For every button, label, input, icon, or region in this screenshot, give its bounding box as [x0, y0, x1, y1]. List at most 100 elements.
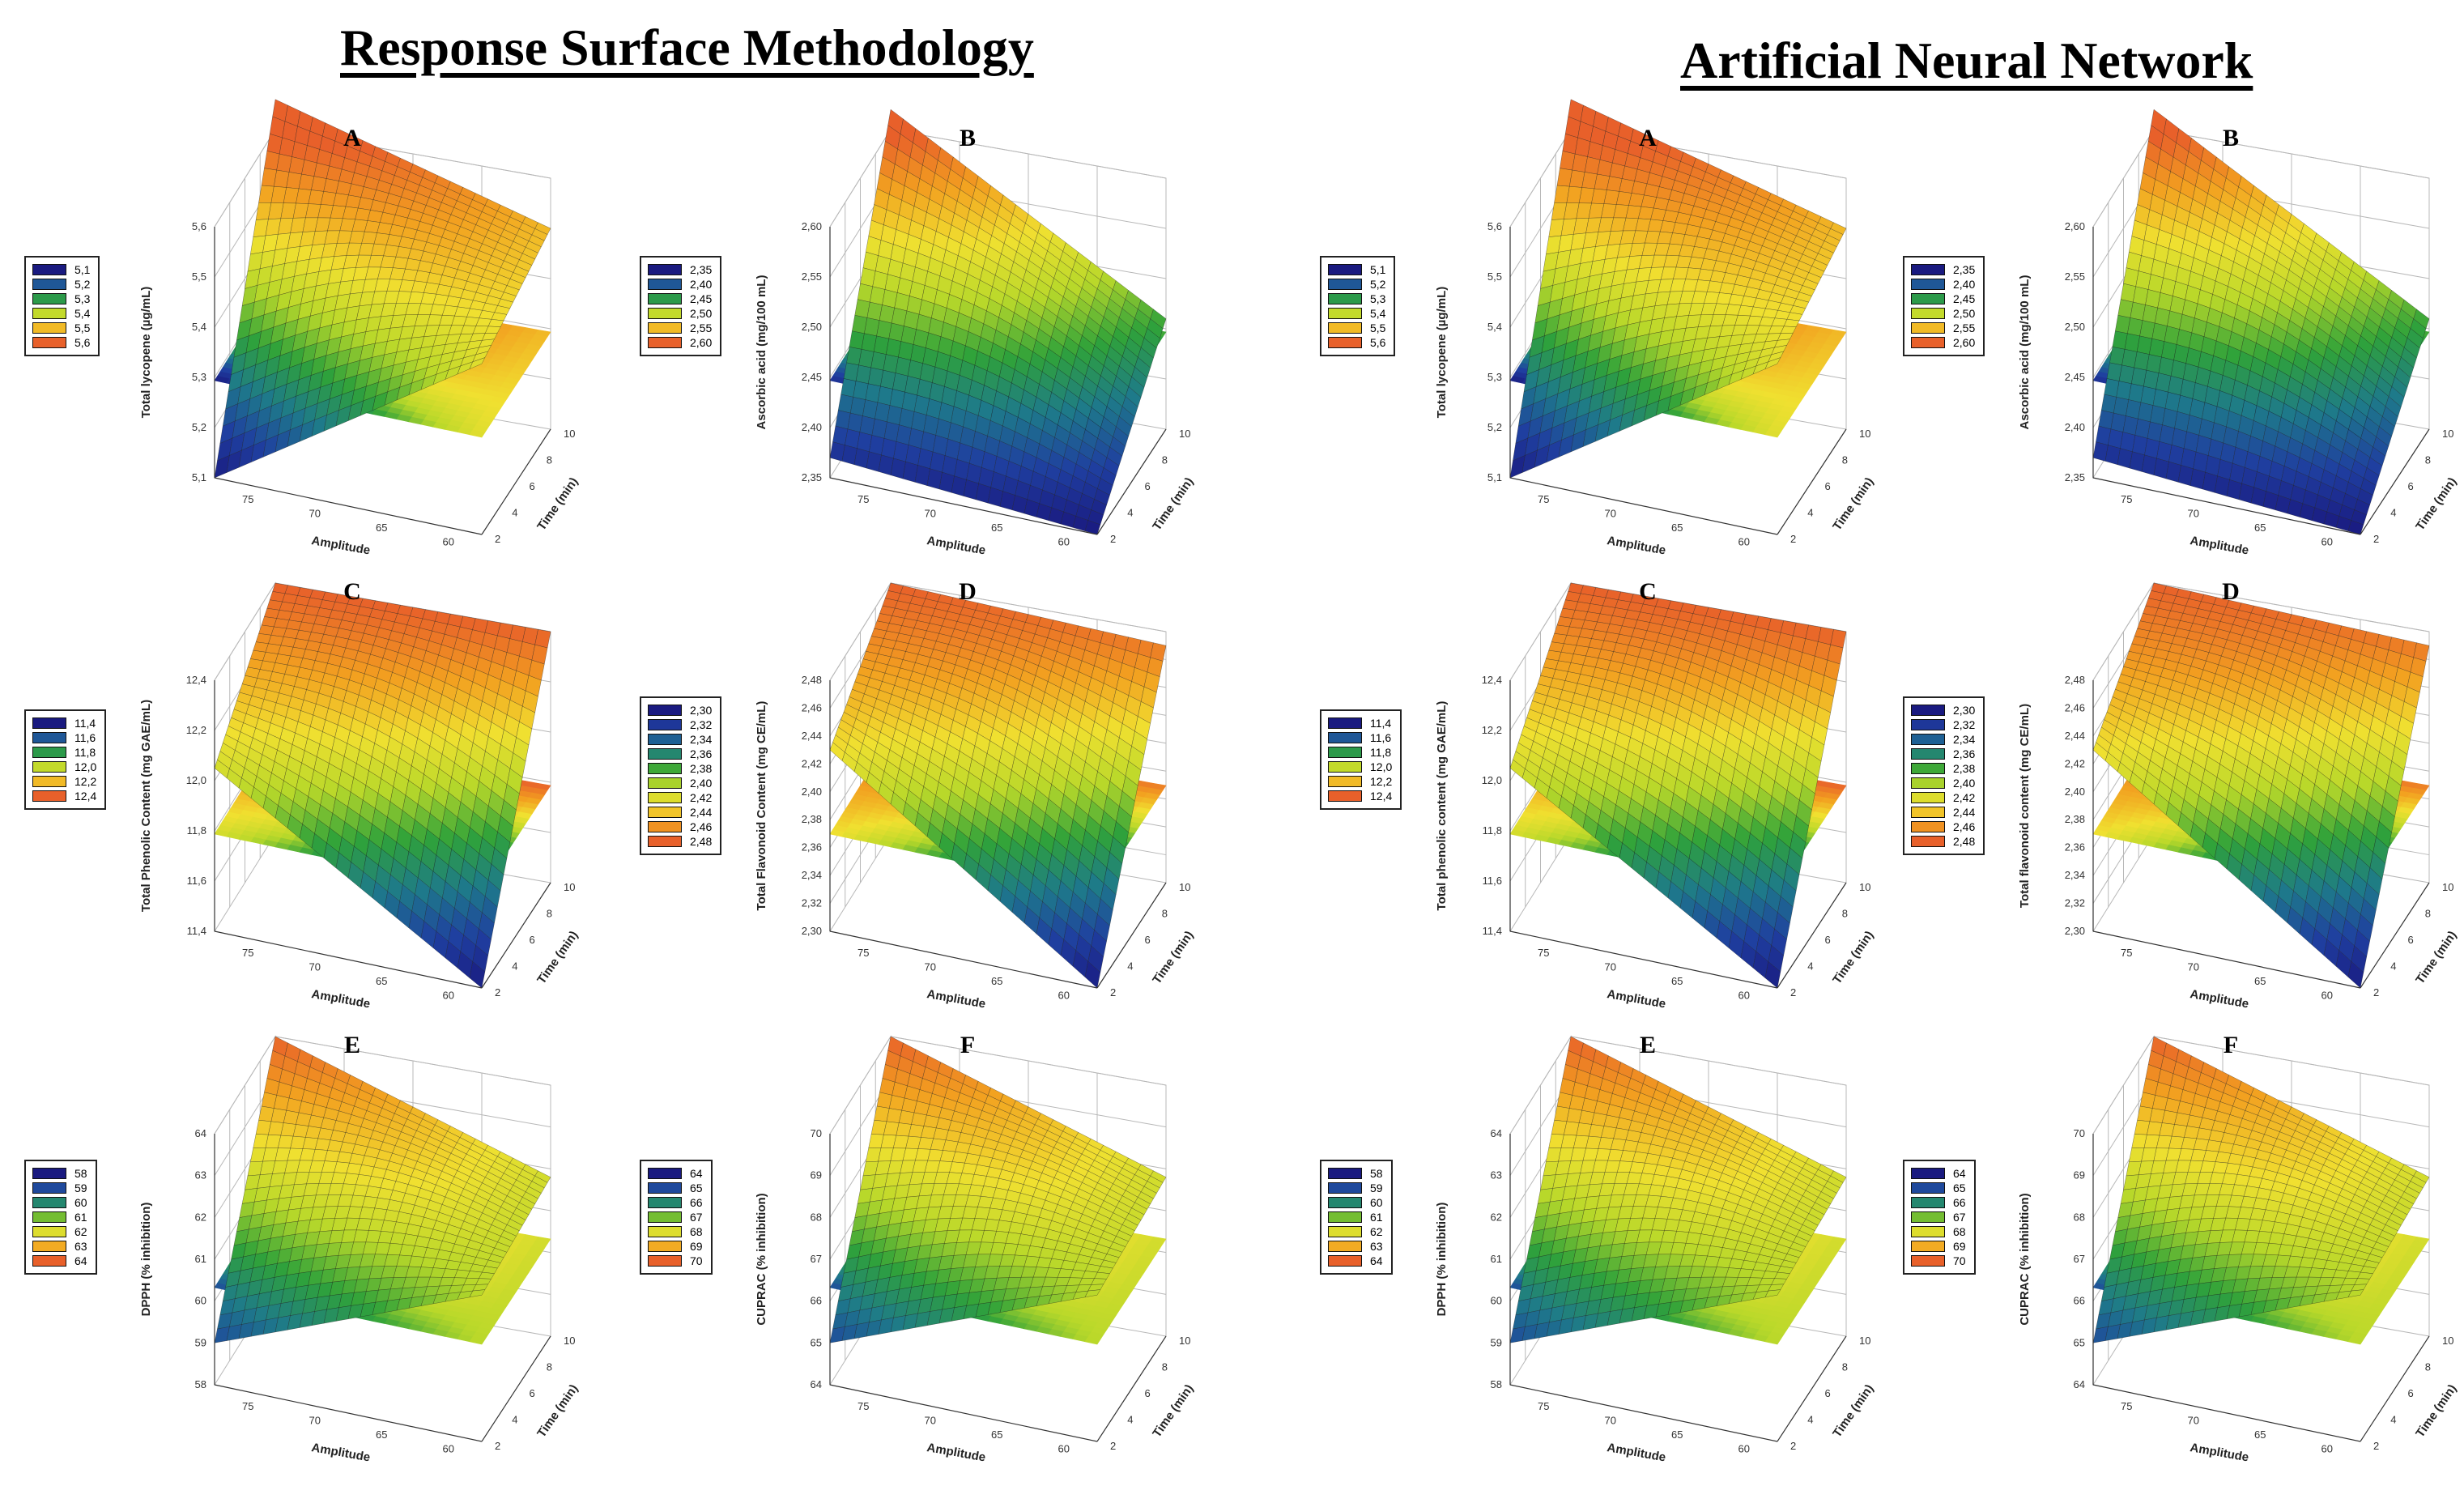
response-surface [829, 1036, 1167, 1343]
legend-label: 5,6 [74, 336, 91, 349]
color-legend: 2,35 2,40 2,45 2,50 2,55 2,60 [1903, 256, 1985, 356]
legend-label: 2,55 [1953, 321, 1976, 334]
x-tick-labels: 75 70 65 60 [858, 947, 1070, 1002]
y-axis-label: Time (min) [2413, 1382, 2459, 1441]
surface-panel-rsm-d: D 2,30 2,32 2,34 2,36 2,38 2,40 2,42 2,44 2,46 2,4… [640, 567, 1215, 1037]
legend-label: 2,42 [690, 791, 713, 804]
panel-letter: D [2222, 578, 2240, 605]
x-tick-label: 65 [2254, 1428, 2266, 1441]
legend-item: 2,35 [648, 262, 712, 277]
y-tick-labels: 2 4 6 8 10 [2373, 1335, 2453, 1452]
surface-panel-ann-f: F 64 65 66 67 68 69 70 75 70 65 60 2 4 6 8 10 Amplitude Ti… [1903, 1020, 2464, 1490]
z-tick-label: 2,50 [802, 321, 822, 333]
y-tick-label: 6 [530, 934, 535, 946]
y-tick-label: 6 [1825, 480, 1831, 492]
x-tick-label: 75 [858, 947, 869, 959]
y-tick-label: 8 [2425, 908, 2431, 920]
surface-plot: E 58 59 60 61 62 63 64 75 70 65 60 2 4 6 8 10 Amplitude Ti… [139, 1032, 581, 1465]
y-axis-label: Time (min) [1830, 1382, 1876, 1441]
z-tick-label: 2,55 [802, 270, 822, 283]
axes [829, 680, 1167, 989]
x-tick-labels: 75 70 65 60 [1538, 493, 1750, 548]
z-tick-label: 70 [2074, 1127, 2085, 1139]
z-tick-label: 12,0 [1482, 774, 1502, 786]
z-tick-label: 62 [195, 1211, 206, 1223]
legend-label: 5,1 [74, 263, 91, 276]
z-tick-labels: 2,30 2,32 2,34 2,36 2,38 2,40 2,42 2,44 2,46 2,48 [802, 674, 822, 937]
z-tick-labels: 5,1 5,2 5,3 5,4 5,5 5,6 [1487, 220, 1502, 483]
legend-label: 62 [74, 1225, 87, 1238]
legend-label: 59 [74, 1182, 87, 1194]
z-tick-label: 2,36 [802, 841, 822, 854]
y-tick-label: 8 [1842, 908, 1848, 920]
color-legend: 11,4 11,6 11,8 12,0 12,2 12,4 [24, 709, 107, 810]
x-tick-label: 65 [991, 975, 1002, 987]
z-tick-labels: 58 59 60 61 62 63 64 [195, 1127, 206, 1390]
legend-label: 2,46 [1953, 820, 1976, 833]
y-tick-label: 4 [1807, 960, 1813, 973]
y-tick-label: 6 [1145, 934, 1151, 946]
z-tick-label: 2,34 [802, 869, 822, 881]
z-tick-label: 61 [195, 1253, 206, 1265]
x-tick-label: 60 [443, 535, 454, 547]
legend-item: 58 [32, 1166, 87, 1181]
legend-swatch [32, 322, 66, 334]
surface-plot: B 2,35 2,40 2,45 2,50 2,55 2,60 75 70 65 60 2 4 6 8 10 A… [755, 109, 1196, 558]
z-tick-label: 64 [2074, 1378, 2085, 1390]
legend-item: 5,5 [1328, 321, 1385, 335]
legend-swatch [648, 777, 682, 789]
legend-label: 11,8 [1370, 746, 1392, 759]
z-tick-label: 2,60 [2065, 220, 2085, 232]
legend-label: 12,0 [74, 760, 97, 773]
x-tick-label: 65 [376, 522, 387, 534]
x-tick-label: 65 [1671, 522, 1683, 534]
z-tick-label: 5,5 [192, 270, 206, 283]
z-tick-label: 2,48 [2065, 674, 2085, 686]
z-tick-label: 2,40 [2065, 786, 2085, 798]
x-tick-label: 60 [2321, 989, 2333, 1001]
legend-item: 70 [648, 1254, 703, 1268]
z-tick-label: 68 [811, 1211, 822, 1223]
x-tick-label: 70 [925, 1414, 936, 1426]
legend-label: 11,6 [74, 731, 96, 744]
z-tick-label: 2,48 [802, 674, 822, 686]
response-surface [1509, 582, 1847, 989]
legend-swatch [1911, 748, 1945, 760]
legend-item: 12,2 [1328, 774, 1392, 789]
legend-swatch [648, 1168, 682, 1179]
z-axis-label: Ascorbic acid (mg/100 mL) [755, 275, 768, 430]
legend-item: 63 [1328, 1239, 1383, 1254]
axes [2092, 1134, 2430, 1442]
z-tick-label: 5,1 [192, 471, 206, 483]
y-axis-label: Time (min) [1150, 475, 1196, 534]
legend-item: 2,44 [1911, 805, 1975, 820]
legend-item: 64 [1911, 1166, 1966, 1181]
panel-letter: E [344, 1032, 360, 1058]
legend-swatch [1328, 1241, 1362, 1252]
legend-swatch [32, 1226, 66, 1237]
y-axis-label: Time (min) [1830, 929, 1876, 987]
y-tick-label: 10 [1179, 428, 1190, 440]
legend-item: 12,4 [32, 789, 96, 803]
legend-item: 5,1 [1328, 262, 1385, 277]
legend-label: 2,30 [1953, 704, 1976, 717]
legend-swatch [648, 279, 682, 290]
legend-item: 2,40 [648, 277, 712, 292]
axes [829, 1134, 1167, 1442]
x-tick-labels: 75 70 65 60 [2121, 1400, 2333, 1455]
y-tick-label: 6 [2408, 934, 2414, 946]
z-tick-label: 66 [2074, 1295, 2085, 1307]
legend-swatch [1328, 279, 1362, 290]
surface-panel-rsm-e: E 58 59 60 61 62 63 64 75 70 65 60 2 4 6 8 10 Amplitude Ti… [24, 1020, 599, 1490]
legend-item: 2,48 [1911, 834, 1975, 849]
legend-item: 12,0 [32, 760, 96, 774]
legend-label: 62 [1370, 1225, 1383, 1238]
y-tick-label: 4 [1127, 507, 1133, 519]
panel-letter: C [1639, 578, 1657, 605]
y-tick-label: 6 [2408, 1387, 2414, 1399]
z-tick-label: 12,4 [1482, 674, 1502, 686]
legend-item: 2,34 [1911, 732, 1975, 747]
z-tick-label: 64 [811, 1378, 822, 1390]
